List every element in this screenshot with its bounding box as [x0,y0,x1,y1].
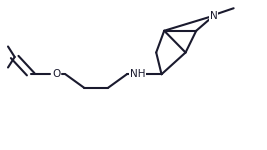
Text: N: N [210,11,218,21]
Text: O: O [52,69,60,79]
Text: NH: NH [130,69,145,79]
